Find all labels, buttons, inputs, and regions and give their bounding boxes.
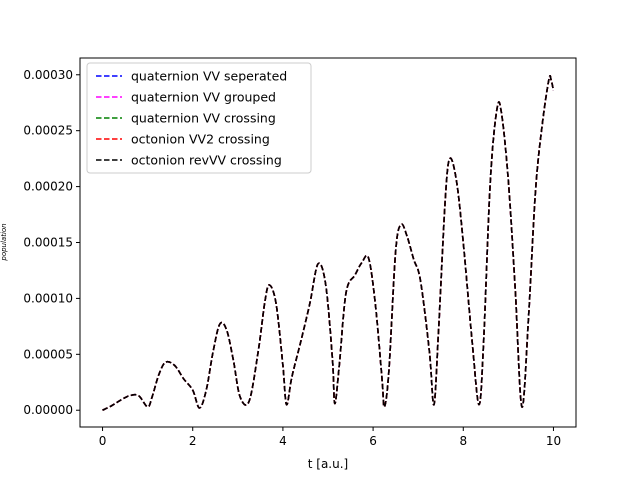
y-axis-label: population [0,223,8,261]
x-tick-label: 8 [459,434,467,448]
x-axis-ticks: 0 2 4 6 8 10 [99,427,561,448]
legend-label-quaternion-vv-crossing: quaternion VV crossing [131,111,276,126]
y-tick-label: 0.00025 [23,124,73,138]
x-tick-label: 2 [189,434,197,448]
legend-label-quaternion-vv-grouped: quaternion VV grouped [131,90,276,105]
legend-box [86,62,312,174]
y-tick-label: 0.00030 [23,68,73,82]
y-axis-ticks: 0.00000 0.00005 0.00010 0.00015 0.00020 0.000… [23,68,80,417]
x-axis-label: t [a.u.] [308,457,348,471]
x-tick-label: 4 [279,434,287,448]
series-line-octonion-revvv-crossing [102,75,555,411]
x-tick-label: 10 [546,434,561,448]
legend-label-octonion-vv2-crossing: octonion VV2 crossing [131,132,270,147]
legend-label-octonion-revvv-crossing: octonion revVV crossing [131,153,282,168]
y-tick-label: 0.00015 [23,236,73,250]
y-tick-label: 0.00005 [23,347,73,361]
x-tick-label: 6 [369,434,377,448]
series-layer [102,75,555,411]
x-tick-label: 0 [99,434,107,448]
legend: quaternion VV seperated quaternion VV gro… [86,62,312,174]
y-tick-label: 0.00020 [23,180,73,194]
y-tick-label: 0.00010 [23,291,73,305]
y-tick-label: 0.00000 [23,403,73,417]
legend-label-quaternion-vv-seperated: quaternion VV seperated [131,69,287,84]
